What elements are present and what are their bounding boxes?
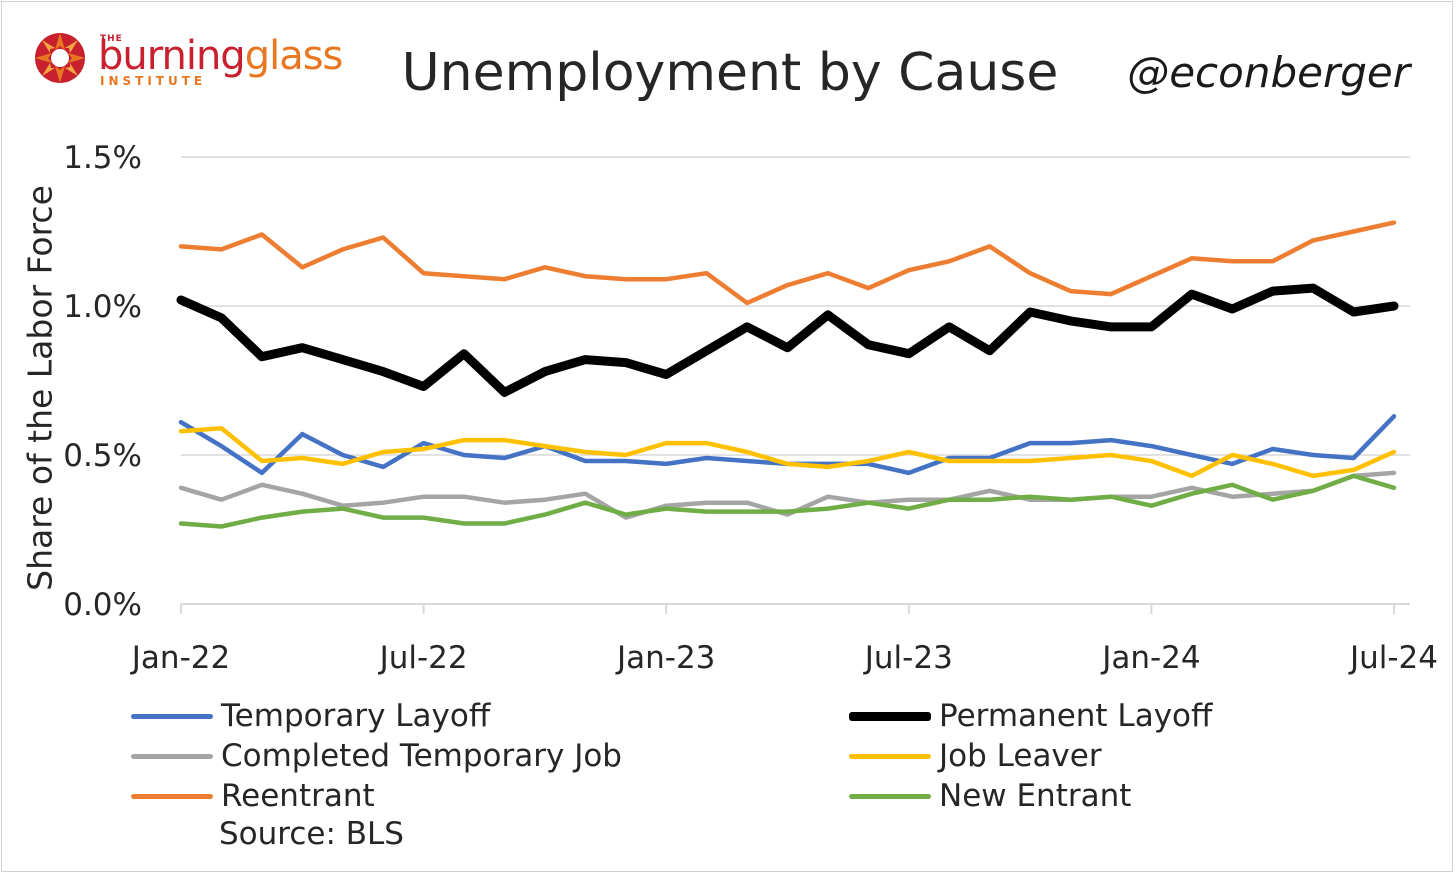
x-tick-label: Jul-24 <box>1348 640 1438 676</box>
logo-wordmark: burningglass <box>98 33 344 79</box>
y-tick-label: 0.5% <box>63 438 142 474</box>
author-handle: @econberger <box>1127 48 1410 97</box>
logo-institute: INSTITUTE <box>100 74 207 88</box>
chart-title: Unemployment by Cause <box>401 43 1059 103</box>
x-tick-label: Jan-22 <box>130 640 230 676</box>
x-tick-label: Jul-22 <box>378 640 468 676</box>
y-tick-label: 1.0% <box>63 289 142 325</box>
grid-lines <box>181 156 1410 456</box>
logo-word-glass: glass <box>244 33 344 79</box>
x-tick-label: Jan-23 <box>615 640 715 676</box>
x-tick-label: Jan-24 <box>1100 640 1200 676</box>
series-line-completed-temporary-job <box>178 470 1397 520</box>
series-line-job-leaver <box>178 425 1397 479</box>
logo-the: THE <box>100 34 123 44</box>
series-lines <box>176 220 1399 529</box>
x-tick-label: Jul-23 <box>863 640 953 676</box>
series-line-new-entrant <box>178 473 1397 529</box>
sunburst-icon <box>35 33 85 83</box>
burning-glass-logo: THE burningglass INSTITUTE <box>34 32 354 92</box>
series-line-permanent-layoff <box>176 283 1399 397</box>
logo-word-burning: burning <box>98 33 246 79</box>
y-tick-label: 1.5% <box>63 140 142 176</box>
source-note: Source: BLS <box>219 816 404 852</box>
y-tick-label: 0.0% <box>63 587 142 623</box>
series-line-reentrant <box>178 220 1397 306</box>
axes: 0.0% 0.5% 1.0% 1.5% Jan-22 Jul-22 Jan-23 Jul-23… <box>63 140 1438 676</box>
